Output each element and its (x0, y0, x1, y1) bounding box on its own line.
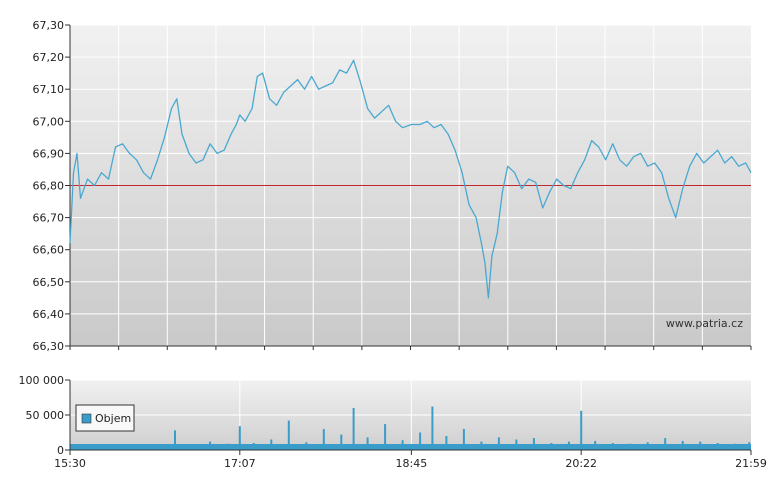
price-y-tick-label: 66,70 (33, 212, 65, 225)
legend-label: Objem (95, 412, 131, 425)
volume-bar (287, 420, 290, 450)
price-y-tick-label: 66,80 (33, 180, 65, 193)
price-x-ticks (69, 345, 752, 350)
x-tick-label: 17:07 (224, 457, 256, 470)
price-y-tick-label: 66,90 (33, 147, 65, 160)
volume-y-tick-label: 50 000 (26, 409, 65, 422)
volume-y-tick-label: 100 000 (19, 374, 65, 387)
volume-bar (366, 437, 369, 450)
volume-bar (580, 410, 583, 450)
volume-bar (238, 426, 241, 450)
volume-bar (322, 429, 325, 450)
price-y-tick-label: 66,30 (33, 340, 65, 353)
price-panel: 66,30 66,40 66,50 66,60 66,70 66,80 66,90 67,00… (33, 19, 752, 353)
price-y-tick-label: 66,60 (33, 244, 65, 257)
x-tick-label: 20:22 (565, 457, 597, 470)
volume-panel: 0 50 000 100 000 15:30 17:07 18:45 20:22 21:59… (19, 374, 767, 470)
price-y-tick-label: 66,50 (33, 276, 65, 289)
price-y-tick-label: 66,40 (33, 308, 65, 321)
volume-bar (174, 430, 176, 450)
price-y-tick-label: 67,00 (33, 115, 65, 128)
volume-bar (352, 408, 355, 450)
volume-bar (340, 434, 343, 450)
volume-bar (445, 436, 448, 450)
volume-legend: Objem (75, 404, 135, 432)
price-series-line (69, 59, 752, 299)
volume-bar (462, 429, 465, 450)
price-y-axis: 66,30 66,40 66,50 66,60 66,70 66,80 66,90 67,00… (33, 19, 71, 353)
volume-y-axis: 0 50 000 100 000 (19, 374, 71, 457)
volume-baseline (70, 444, 751, 450)
watermark: www.patria.cz (666, 317, 743, 330)
legend-swatch (81, 413, 92, 424)
volume-bar (419, 432, 422, 450)
volume-bar (497, 437, 500, 450)
x-tick-label: 15:30 (54, 457, 86, 470)
price-y-tick-label: 67,10 (33, 83, 65, 96)
volume-bar (384, 424, 387, 450)
price-y-tick-label: 67,20 (33, 51, 65, 64)
x-tick-label: 18:45 (396, 457, 428, 470)
x-tick-label: 21:59 (735, 457, 767, 470)
volume-y-tick-label: 0 (57, 444, 64, 457)
x-axis: 15:30 17:07 18:45 20:22 21:59 (54, 449, 767, 470)
price-y-tick-label: 67,30 (33, 19, 65, 32)
volume-bar (431, 406, 434, 450)
